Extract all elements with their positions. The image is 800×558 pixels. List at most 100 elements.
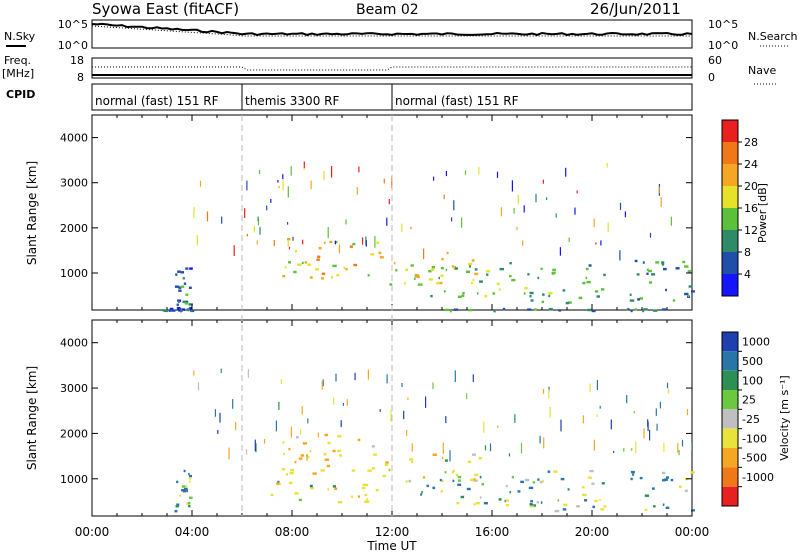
- data-cell: [474, 272, 479, 276]
- x-tick-label: 20:00: [575, 525, 610, 539]
- data-cell: [560, 477, 565, 481]
- data-cell: [406, 430, 408, 436]
- data-cell: [535, 193, 537, 203]
- data-cell: [428, 270, 432, 273]
- data-cell: [454, 265, 457, 269]
- data-cell: [300, 454, 304, 457]
- data-cell: [485, 270, 491, 273]
- data-cell: [168, 309, 171, 312]
- data-cell: [177, 306, 181, 310]
- data-cell: [188, 474, 192, 478]
- data-cell: [307, 418, 309, 424]
- data-cell: [464, 170, 467, 175]
- data-cell: [476, 292, 479, 295]
- colorbar-swatch: [722, 332, 738, 352]
- data-cell: [529, 295, 532, 298]
- data-cell: [438, 276, 440, 280]
- data-cell: [567, 488, 570, 491]
- data-cell: [188, 472, 190, 476]
- data-cell: [365, 236, 367, 246]
- x-tick-label: 12:00: [375, 525, 410, 539]
- data-cell: [461, 294, 465, 297]
- data-cell: [277, 480, 280, 484]
- data-cell: [390, 409, 392, 422]
- data-cell: [565, 167, 567, 177]
- data-cell: [635, 441, 637, 454]
- data-cell: [470, 281, 473, 285]
- data-cell: [169, 307, 174, 311]
- cpid-label: CPID: [6, 88, 35, 101]
- data-cell: [362, 237, 364, 245]
- data-cell: [578, 296, 583, 300]
- data-cell: [374, 235, 376, 248]
- data-cell: [626, 395, 628, 404]
- data-cell: [389, 283, 393, 286]
- data-cell: [457, 483, 462, 486]
- data-cell: [367, 274, 370, 277]
- data-cell: [285, 473, 289, 476]
- cpid-segments: normal (fast) 151 RF themis 3300 RF normal…: [95, 84, 519, 110]
- y-tick-label: 4000: [60, 132, 88, 145]
- data-cell: [652, 309, 658, 312]
- data-cell: [175, 273, 178, 276]
- data-cell: [489, 443, 492, 452]
- data-cell: [407, 397, 409, 400]
- data-cell: [629, 299, 635, 302]
- data-cell: [546, 197, 548, 200]
- velocity-ylabel: Slant Range [km]: [25, 366, 39, 470]
- data-cell: [420, 283, 423, 286]
- data-cell: [185, 267, 189, 270]
- data-cell: [634, 259, 638, 263]
- data-cell: [401, 223, 403, 232]
- data-cell: [601, 482, 605, 485]
- data-cell: [588, 476, 592, 479]
- data-cell: [174, 285, 180, 288]
- colorbar-swatch: [722, 186, 738, 208]
- data-cell: [245, 449, 248, 455]
- cpid-segment-label: normal (fast) 151 RF: [95, 94, 219, 108]
- data-cell: [257, 218, 260, 226]
- data-cell: [307, 455, 310, 459]
- data-cell: [335, 373, 337, 382]
- data-cell: [509, 274, 512, 278]
- data-cell: [294, 460, 297, 464]
- data-cell: [263, 438, 266, 444]
- freq-tick-left-bottom: 8: [77, 71, 84, 84]
- data-cell: [334, 240, 336, 245]
- data-cell: [356, 187, 358, 195]
- data-cell: [539, 480, 543, 484]
- data-cell: [385, 461, 389, 464]
- data-cell: [189, 307, 192, 311]
- nsky-label: N.Sky: [4, 30, 36, 43]
- data-cell: [661, 261, 665, 264]
- data-cell: [653, 505, 656, 508]
- data-cell: [584, 499, 588, 502]
- data-cell: [596, 295, 600, 298]
- data-cell: [322, 379, 324, 387]
- data-cell: [294, 492, 299, 495]
- data-cell: [442, 442, 444, 454]
- y-tick-label: 2000: [60, 222, 88, 235]
- freq-tick-right-top: 60: [708, 54, 722, 67]
- plot-title: Syowa East (fitACF): [92, 0, 239, 18]
- y-tick-label: 1000: [60, 267, 88, 280]
- data-cell: [299, 429, 302, 435]
- data-cell: [646, 272, 649, 275]
- data-cell: [639, 297, 643, 300]
- data-cell: [483, 421, 485, 433]
- data-cell: [332, 264, 337, 268]
- data-cell: [648, 281, 653, 284]
- data-cell: [183, 469, 186, 473]
- colorbar-tick-label: -100: [742, 432, 767, 445]
- data-cell: [179, 307, 182, 310]
- data-cell: [416, 275, 420, 279]
- data-cell: [411, 460, 414, 464]
- colorbar-swatch: [722, 230, 738, 252]
- data-cell: [288, 261, 291, 264]
- data-cell: [665, 288, 667, 292]
- x-tick-label: 00:00: [675, 525, 710, 539]
- data-cell: [379, 409, 381, 412]
- data-cell: [563, 503, 568, 507]
- data-cell: [582, 281, 586, 285]
- data-cell: [162, 309, 166, 312]
